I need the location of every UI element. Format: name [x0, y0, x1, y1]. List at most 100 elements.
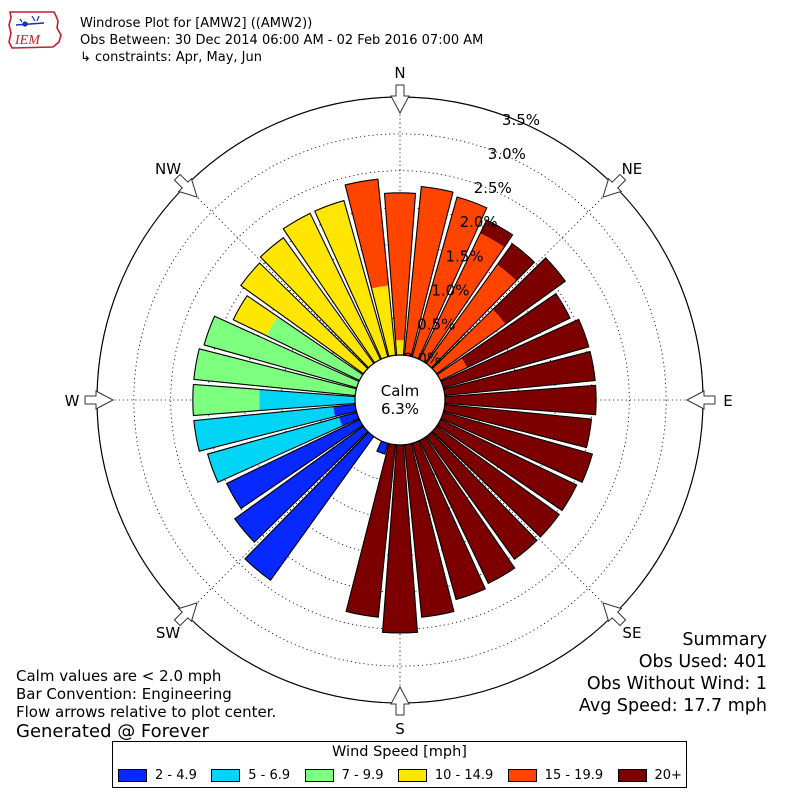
grid-spoke: [431, 431, 615, 615]
direction-label-NW: NW: [155, 160, 181, 178]
legend-swatch: [118, 768, 147, 782]
arrow-shape: [390, 84, 410, 115]
bar-segment-80-5: [443, 351, 596, 396]
legend: Wind Speed [mph] 2 - 4.9 5 - 6.9 7 - 9.9 10…: [112, 741, 687, 788]
summary-title: Summary: [682, 630, 767, 650]
summary-obs-used: Obs Used: 401: [638, 652, 767, 672]
bar-segment-350-4: [345, 179, 389, 289]
note-bar-convention: Bar Convention: Engineering: [16, 685, 232, 703]
radial-tick-label: 3.5%: [502, 111, 540, 129]
summary-obs-without-wind: Obs Without Wind: 1: [586, 674, 767, 694]
bar-segment-60-5: [461, 293, 571, 368]
legend-swatch: [304, 768, 334, 782]
bar-segment-180-5: [382, 444, 418, 633]
legend-item: 20+: [617, 767, 682, 783]
radial-tick-label: 2.5%: [474, 179, 512, 197]
iem-logo: IEM: [6, 7, 62, 51]
arrow-shape: [602, 602, 627, 627]
bar-segment-200-0: [376, 441, 388, 454]
radial-tick-label: 2.0%: [460, 213, 498, 231]
note-flow-arrows: Flow arrows relative to plot center.: [16, 703, 277, 721]
grid-spoke: [431, 185, 615, 369]
legend-swatch: [507, 768, 537, 782]
bar-segment-280-2: [193, 348, 357, 396]
wind-bars: [192, 178, 597, 634]
legend-title: Wind Speed [mph]: [332, 744, 467, 760]
legend-swatch: [397, 768, 427, 782]
grid-spoke: [185, 185, 369, 369]
radial-tick-label: 0.5%: [417, 315, 455, 333]
bar-segment-270-2: [192, 384, 260, 416]
bar-segment-0-4: [384, 192, 416, 341]
arrow-shape: [390, 685, 410, 716]
arrow-shape: [173, 173, 198, 198]
bar-segment-230-0: [234, 426, 368, 543]
bar-segment-120-5: [437, 419, 577, 511]
bar-segment-160-5: [412, 441, 486, 600]
legend-label: 2 - 4.9: [155, 767, 197, 783]
legend-item: 7 - 9.9: [304, 767, 384, 783]
direction-arrows: [84, 84, 716, 716]
direction-label-NE: NE: [622, 160, 643, 178]
flow-arrow-SW: [173, 602, 198, 627]
bar-segment-150-5: [419, 437, 515, 584]
note-generated: Generated @ Forever: [16, 721, 209, 742]
arrow-shape: [602, 173, 627, 198]
summary-panel: Summary Obs Used: 401 Obs Without Wind: …: [579, 629, 767, 717]
bar-segment-60-4: [437, 358, 468, 381]
bar-segment-90-5: [444, 385, 597, 415]
direction-label-SE: SE: [622, 624, 641, 642]
bar-segment-30-5: [480, 219, 513, 248]
legend-label: 10 - 14.9: [434, 767, 494, 783]
direction-label-W: W: [65, 392, 80, 410]
bar-segment-50-4: [432, 309, 506, 374]
bar-segment-250-1: [207, 417, 343, 483]
bar-segment-140-5: [426, 432, 537, 560]
arrow-shape: [685, 390, 716, 410]
direction-label-E: E: [723, 392, 732, 410]
bar-segment-30-4: [419, 233, 505, 363]
bar-segment-220-0: [245, 432, 374, 581]
bar-segment-300-2: [266, 316, 363, 381]
direction-label-N: N: [394, 64, 405, 82]
legend-label: 7 - 9.9: [341, 767, 384, 783]
note-calm: Calm values are < 2.0 mph: [16, 667, 222, 685]
flow-arrow-N: [390, 84, 410, 115]
legend-label: 15 - 19.9: [544, 767, 604, 783]
calm-value: 6.3%: [381, 400, 419, 418]
notes-block: Calm values are < 2.0 mph Bar Convention…: [16, 667, 276, 743]
radial-tick-label: 3.0%: [488, 145, 526, 163]
bar-segment-20-4: [412, 197, 487, 359]
flow-arrow-NW: [173, 173, 198, 198]
direction-label-SW: SW: [156, 624, 181, 642]
grid-circle: [170, 170, 630, 630]
bar-segment-110-5: [441, 412, 593, 483]
chart-constraints: ↳ constraints: Apr, May, Jun: [80, 50, 262, 65]
radial-tick-label: 1.5%: [445, 247, 483, 265]
flow-arrow-E: [685, 390, 716, 410]
bar-segment-40-4: [426, 264, 517, 368]
bar-segment-70-5: [441, 319, 589, 388]
bar-segment-240-0: [226, 419, 363, 509]
bar-segment-270-1: [259, 389, 356, 411]
bar-segment-320-3: [260, 237, 374, 368]
flow-arrow-NE: [602, 173, 627, 198]
legend-item: 2 - 4.9: [118, 767, 197, 783]
bar-segment-0-3: [395, 340, 405, 356]
legend-swatch: [211, 768, 241, 782]
legend-item: 10 - 14.9: [397, 767, 494, 783]
radial-tick-label: 1.0%: [431, 281, 469, 299]
logo-text: IEM: [14, 33, 41, 48]
bar-segment-260-0: [333, 404, 357, 417]
legend-item: 15 - 19.9: [507, 767, 604, 783]
bar-segment-350-3: [371, 285, 396, 357]
flow-arrow-SE: [602, 602, 627, 627]
bar-segment-130-5: [432, 426, 560, 537]
bar-segment-250-0: [338, 412, 359, 427]
bar-segment-100-5: [443, 404, 592, 448]
calm-circle: [354, 354, 446, 446]
bar-segment-310-3: [240, 263, 368, 374]
legend-item: 5 - 6.9: [211, 767, 290, 783]
